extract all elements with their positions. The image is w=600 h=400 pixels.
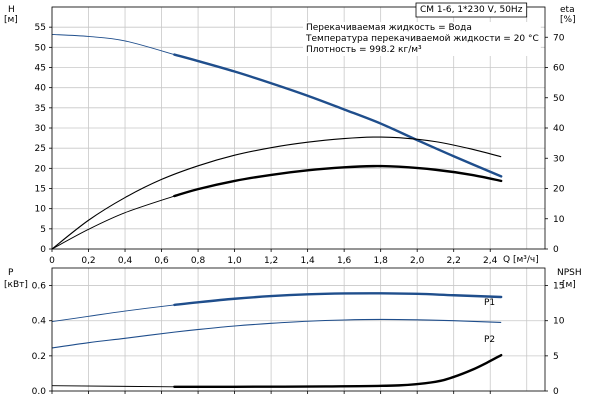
series-P1-bold — [173, 292, 503, 307]
y-right-tick-label: 0 — [553, 245, 559, 255]
y-right-tick-label: 60 — [553, 64, 565, 74]
upper-right-axis-unit: [%] — [560, 15, 576, 25]
y-left-tick-label: 0.2 — [32, 352, 46, 362]
y-left-tick-label: 35 — [35, 104, 46, 114]
lower-right-axis-label: NPSH — [557, 268, 582, 278]
x-tick-label: 1,8 — [374, 256, 389, 266]
y-left-tick-label: 0.6 — [32, 282, 47, 292]
y-right-tick-label: 30 — [553, 154, 565, 164]
chart-title: CM 1-6, 1*230 V, 50Hz — [420, 5, 523, 15]
x-tick-label: 0,4 — [118, 256, 133, 266]
y-left-tick-label: 55 — [35, 23, 46, 33]
y-right-tick-label: 15 — [553, 282, 564, 292]
series-label-p2: P2 — [484, 335, 495, 345]
x-tick-label: 1,0 — [227, 256, 242, 266]
series-NPSH-bold — [173, 353, 503, 389]
series-P2 — [51, 318, 502, 349]
y-left-tick-label: 25 — [35, 144, 46, 154]
lower-left-axis-unit: [кВт] — [4, 280, 28, 290]
y-right-tick-label: 5 — [553, 352, 559, 362]
annotation-density: Плотность = 998.2 кг/м³ — [306, 45, 422, 55]
annotation-background — [303, 22, 541, 56]
series-eta-hydraulic-bold — [173, 164, 503, 198]
series-NPSH-thin — [51, 385, 175, 388]
x-tick-label: 0 — [49, 256, 55, 266]
y-left-tick-label: 30 — [35, 124, 47, 134]
y-right-tick-label: 50 — [553, 94, 565, 104]
y-left-tick-label: 0 — [40, 245, 46, 255]
y-right-tick-label: 40 — [553, 124, 565, 134]
y-right-tick-label: 10 — [553, 317, 565, 327]
upper-left-axis-unit: [м] — [4, 15, 18, 25]
y-left-tick-label: 0.0 — [32, 387, 47, 397]
annotation-temperature: Температура перекачиваемой жидкости = 20… — [305, 34, 539, 44]
series-eta-total — [51, 136, 502, 250]
series-H-bold — [173, 53, 503, 178]
plot-frame — [51, 267, 546, 392]
lower-right-axis-unit: [м] — [562, 280, 576, 290]
x-tick-label: 1,2 — [264, 256, 278, 266]
upper-left-axis-label: H — [8, 5, 15, 15]
upper-right-axis-label: eta — [560, 5, 575, 15]
y-left-tick-label: 0.4 — [32, 317, 47, 327]
x-tick-label: 2,0 — [410, 256, 425, 266]
y-left-tick-label: 10 — [35, 205, 47, 215]
y-right-tick-label: 10 — [553, 215, 565, 225]
x-tick-label: 1,6 — [337, 256, 352, 266]
y-left-tick-label: 15 — [35, 185, 46, 195]
x-tick-label: 2,4 — [483, 256, 498, 266]
x-tick-label: 2,2 — [447, 256, 461, 266]
y-left-tick-label: 40 — [35, 84, 47, 94]
y-right-tick-label: 0 — [553, 387, 559, 397]
lower-left-axis-label: P — [8, 268, 14, 278]
y-left-tick-label: 45 — [35, 64, 46, 74]
x-tick-label: 0,2 — [81, 256, 95, 266]
title-box — [415, 2, 528, 18]
series-label-p1: P1 — [484, 298, 495, 308]
series-P1-thin — [51, 304, 175, 323]
x-tick-label: 0,6 — [154, 256, 169, 266]
series-H-thin — [51, 33, 175, 56]
x-tick-label: 1,4 — [300, 256, 315, 266]
y-left-tick-label: 5 — [40, 225, 46, 235]
y-right-tick-label: 70 — [553, 33, 565, 43]
y-right-tick-label: 20 — [553, 185, 565, 195]
plot-frame — [51, 6, 546, 250]
annotation-liquid: Перекачиваемая жидкость = Вода — [306, 23, 472, 33]
x-tick-label: 0,8 — [191, 256, 206, 266]
x-axis-label: Q [м³/ч] — [503, 255, 539, 265]
y-left-tick-label: 20 — [35, 164, 47, 174]
series-eta-hydraulic-thin — [51, 195, 175, 250]
y-left-tick-label: 50 — [35, 43, 47, 53]
